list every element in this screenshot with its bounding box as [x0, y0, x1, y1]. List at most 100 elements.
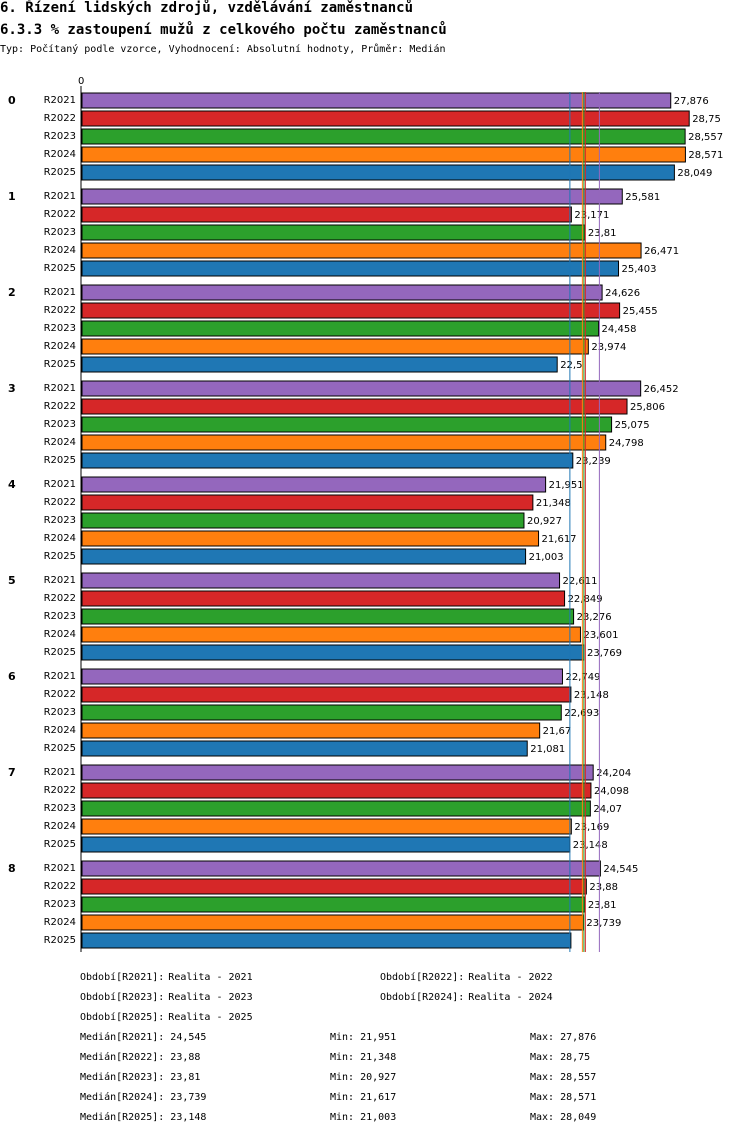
series-label-r2025: R2025	[44, 263, 76, 274]
data-label-r2022-group-8: 23,88	[589, 882, 618, 893]
stat-max-r2022: Max: 28,75	[530, 1052, 591, 1063]
data-label-r2022-group-7: 24,098	[594, 786, 629, 797]
data-label-r2021-group-7: 24,204	[596, 768, 631, 779]
bar-r2024-group-4	[81, 530, 540, 547]
stat-max-r2021: Max: 27,876	[530, 1032, 597, 1043]
bar-r2023-group-0	[81, 128, 686, 145]
stat-min-r2023: Min: 20,927	[330, 1072, 397, 1083]
bar-r2024-group-1	[81, 242, 642, 259]
bar-r2022-group-3	[81, 398, 628, 415]
legend-period-r2024: Období[R2024]: Realita - 2024	[380, 992, 553, 1003]
series-label-r2022: R2022	[44, 305, 76, 316]
bar-r2022-group-4	[81, 494, 534, 511]
data-label-r2022-group-3: 25,806	[630, 402, 665, 413]
data-label-r2025-group-7: 23,148	[573, 840, 608, 851]
data-label-r2022-group-2: 25,455	[623, 306, 658, 317]
group-label-0: 0	[8, 94, 16, 107]
data-label-r2025-group-4: 21,003	[529, 552, 564, 563]
series-label-r2022: R2022	[44, 881, 76, 892]
legend-period-r2021: Období[R2021]: Realita - 2021	[80, 972, 253, 983]
bar-r2025-group-6	[81, 740, 528, 757]
stat-median-r2022: Medián[R2022]: 23,88	[80, 1052, 201, 1063]
axis-zero-label: 0	[78, 76, 84, 87]
series-label-r2021: R2021	[44, 671, 76, 682]
series-label-r2025: R2025	[44, 167, 76, 178]
data-label-r2022-group-4: 21,348	[536, 498, 571, 509]
bar-r2022-group-8	[81, 878, 587, 895]
series-label-r2021: R2021	[44, 863, 76, 874]
series-label-r2024: R2024	[44, 917, 76, 928]
data-label-r2025-group-6: 21,081	[530, 744, 565, 755]
series-label-r2023: R2023	[44, 419, 76, 430]
series-label-r2025: R2025	[44, 551, 76, 562]
stat-max-r2024: Max: 28,571	[530, 1092, 597, 1103]
bar-r2022-group-6	[81, 686, 572, 703]
bar-r2025-group-8	[81, 932, 572, 949]
series-label-r2023: R2023	[44, 803, 76, 814]
data-label-r2024-group-1: 26,471	[644, 246, 679, 257]
series-label-r2024: R2024	[44, 725, 76, 736]
data-label-r2023-group-0: 28,557	[688, 132, 723, 143]
bar-r2024-group-7	[81, 818, 572, 835]
data-label-r2025-group-3: 23,239	[576, 456, 611, 467]
data-label-r2021-group-4: 21,951	[549, 480, 584, 491]
bar-r2025-group-4	[81, 548, 527, 565]
data-label-r2024-group-7: 23,169	[574, 822, 609, 833]
data-label-r2024-group-2: 23,974	[591, 342, 626, 353]
bar-r2025-group-0	[81, 164, 675, 181]
series-label-r2024: R2024	[44, 629, 76, 640]
bar-r2021-group-4	[81, 476, 547, 493]
bar-r2025-group-1	[81, 260, 620, 277]
bar-r2023-group-8	[81, 896, 586, 913]
stat-median-r2025: Medián[R2025]: 23,148	[80, 1112, 207, 1123]
data-label-r2023-group-8: 23,81	[588, 900, 617, 911]
series-label-r2022: R2022	[44, 209, 76, 220]
series-label-r2025: R2025	[44, 359, 76, 370]
data-label-r2024-group-5: 23,601	[583, 630, 618, 641]
data-label-r2022-group-6: 23,148	[574, 690, 609, 701]
bar-r2023-group-7	[81, 800, 591, 817]
bar-r2021-group-8	[81, 860, 601, 877]
data-label-r2023-group-5: 23,276	[577, 612, 612, 623]
bar-r2023-group-4	[81, 512, 525, 529]
chart-title-line2: 6.3.3 % zastoupení mužů z celkového počt…	[0, 22, 447, 38]
series-label-r2021: R2021	[44, 575, 76, 586]
series-label-r2021: R2021	[44, 767, 76, 778]
data-label-r2022-group-0: 28,75	[692, 114, 721, 125]
stat-min-r2025: Min: 21,003	[330, 1112, 397, 1123]
series-label-r2021: R2021	[44, 287, 76, 298]
stat-max-r2025: Max: 28,049	[530, 1112, 597, 1123]
group-label-4: 4	[8, 478, 16, 491]
group-label-5: 5	[8, 574, 16, 587]
data-label-r2024-group-8: 23,739	[586, 918, 621, 929]
bar-r2025-group-2	[81, 356, 558, 373]
series-label-r2025: R2025	[44, 743, 76, 754]
series-label-r2023: R2023	[44, 323, 76, 334]
bar-r2024-group-5	[81, 626, 581, 643]
bar-r2021-group-6	[81, 668, 563, 685]
series-label-r2024: R2024	[44, 245, 76, 256]
group-label-6: 6	[8, 670, 16, 683]
series-label-r2021: R2021	[44, 191, 76, 202]
data-label-r2023-group-7: 24,07	[593, 804, 622, 815]
data-label-r2021-group-6: 22,749	[565, 672, 600, 683]
stat-min-r2024: Min: 21,617	[330, 1092, 397, 1103]
bar-r2021-group-5	[81, 572, 561, 589]
series-label-r2022: R2022	[44, 593, 76, 604]
bar-r2025-group-3	[81, 452, 574, 469]
bar-r2021-group-0	[81, 92, 672, 109]
data-label-r2024-group-0: 28,571	[688, 150, 723, 161]
data-label-r2025-group-2: 22,5	[560, 360, 582, 371]
bar-r2024-group-8	[81, 914, 584, 931]
series-label-r2022: R2022	[44, 689, 76, 700]
series-label-r2023: R2023	[44, 227, 76, 238]
series-label-r2024: R2024	[44, 533, 76, 544]
data-label-r2021-group-5: 22,611	[563, 576, 598, 587]
bar-r2021-group-7	[81, 764, 594, 781]
series-label-r2024: R2024	[44, 821, 76, 832]
bar-r2023-group-3	[81, 416, 613, 433]
data-label-r2021-group-3: 26,452	[644, 384, 679, 395]
series-label-r2024: R2024	[44, 341, 76, 352]
group-label-2: 2	[8, 286, 16, 299]
